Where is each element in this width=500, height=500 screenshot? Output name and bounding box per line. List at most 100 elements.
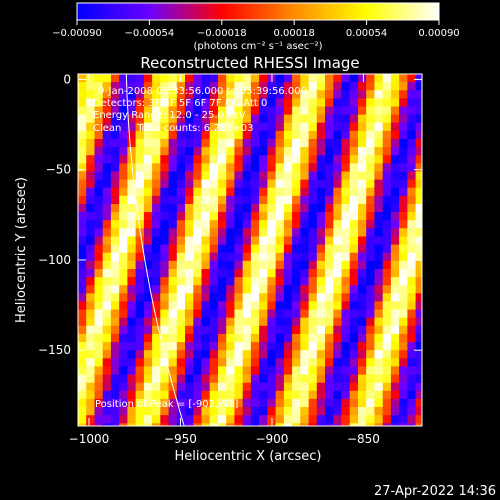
- heatmap-cell: [283, 269, 293, 278]
- heatmap-cell: [382, 350, 392, 359]
- heatmap-cell: [399, 74, 408, 83]
- heatmap-cell: [119, 228, 128, 237]
- heatmap-cell: [94, 90, 104, 99]
- heatmap-cell: [366, 342, 375, 351]
- heatmap-cell: [382, 163, 392, 173]
- heatmap-cell: [127, 325, 137, 335]
- heatmap-cell: [185, 390, 194, 400]
- heatmap-cell: [275, 122, 285, 132]
- heatmap-cell: [201, 252, 211, 262]
- heatmap-cell: [250, 415, 260, 424]
- heatmap-cell: [399, 204, 408, 213]
- heatmap-cell: [160, 277, 170, 286]
- heatmap-cell: [152, 244, 161, 254]
- heatmap-cell: [209, 358, 219, 367]
- heatmap-cell: [102, 122, 112, 132]
- heatmap-cell: [168, 98, 178, 108]
- colorbar-tick-label: −0.00054: [125, 28, 175, 39]
- heatmap-cell: [267, 187, 277, 197]
- heatmap-cell: [333, 236, 343, 246]
- heatmap-cell: [358, 82, 367, 91]
- heatmap-cell: [168, 82, 178, 91]
- heatmap-cell: [127, 407, 137, 416]
- heatmap-cell: [275, 244, 285, 254]
- heatmap-cell: [193, 90, 203, 99]
- heatmap-cell: [110, 277, 120, 286]
- heatmap-cell: [341, 187, 351, 197]
- heatmap-cell: [259, 325, 268, 335]
- heatmap-cell: [316, 220, 326, 229]
- heatmap-cell: [218, 407, 227, 416]
- heatmap-cell: [275, 285, 285, 294]
- heatmap-cell: [86, 382, 95, 392]
- heatmap-cell: [185, 228, 194, 237]
- heatmap-cell: [218, 252, 227, 262]
- heatmap-cell: [102, 106, 112, 116]
- heatmap-cell: [160, 220, 170, 229]
- heatmap-cell: [135, 74, 145, 83]
- heatmap-cell: [250, 98, 260, 108]
- heatmap-cell: [358, 244, 367, 254]
- heatmap-cell: [242, 220, 252, 229]
- heatmap-cell: [110, 179, 120, 189]
- heatmap-cell: [366, 333, 375, 343]
- heatmap-cell: [78, 171, 87, 181]
- heatmap-cell: [242, 382, 252, 392]
- heatmap-cell: [333, 220, 343, 229]
- heatmap-cell: [119, 382, 128, 392]
- heatmap-cell: [374, 423, 384, 426]
- heatmap-cell: [168, 106, 178, 116]
- heatmap-cell: [143, 163, 153, 173]
- heatmap-cell: [316, 277, 326, 286]
- heatmap-cell: [415, 114, 422, 124]
- heatmap-cell: [86, 147, 95, 156]
- heatmap-cell: [399, 98, 408, 108]
- heatmap-cell: [349, 82, 359, 91]
- heatmap-cell: [267, 204, 277, 213]
- x-tick-label: −1000: [69, 432, 110, 446]
- heatmap-cell: [399, 171, 408, 181]
- heatmap-cell: [152, 114, 161, 124]
- heatmap-cell: [78, 155, 87, 164]
- heatmap-cell: [292, 236, 301, 246]
- heatmap-cell: [333, 382, 343, 392]
- heatmap-cell: [176, 382, 186, 392]
- heatmap-cell: [193, 106, 203, 116]
- heatmap-cell: [242, 98, 252, 108]
- heatmap-cell: [242, 204, 252, 213]
- heatmap-cell: [176, 212, 186, 221]
- heatmap-cell: [226, 171, 235, 181]
- heatmap-cell: [316, 236, 326, 246]
- heatmap-cell: [226, 179, 235, 189]
- heatmap-cell: [242, 212, 252, 221]
- heatmap-cell: [374, 366, 384, 376]
- heatmap-cell: [94, 366, 104, 376]
- y-tick-label: −150: [38, 343, 71, 357]
- heatmap-cell: [250, 163, 260, 173]
- heatmap-cell: [119, 350, 128, 359]
- heatmap-cell: [160, 301, 170, 311]
- heatmap-cell: [242, 90, 252, 99]
- heatmap-cell: [160, 106, 170, 116]
- heatmap-cell: [94, 187, 104, 197]
- heatmap-cell: [234, 130, 244, 140]
- heatmap-cell: [234, 187, 244, 197]
- heatmap-cell: [292, 374, 301, 384]
- heatmap-cell: [267, 147, 277, 156]
- heatmap-cell: [308, 350, 318, 359]
- heatmap-cell: [267, 260, 277, 270]
- heatmap-cell: [292, 179, 301, 189]
- heatmap-cell: [209, 228, 219, 237]
- heatmap-cell: [275, 82, 285, 91]
- heatmap-cell: [78, 244, 87, 254]
- heatmap-cell: [283, 415, 293, 424]
- heatmap-cell: [201, 187, 211, 197]
- heatmap-cell: [292, 269, 301, 278]
- heatmap-cell: [300, 187, 310, 197]
- heatmap-cell: [102, 228, 112, 237]
- heatmap-cell: [382, 415, 392, 424]
- heatmap-cell: [119, 82, 128, 91]
- heatmap-cell: [160, 114, 170, 124]
- heatmap-cell: [275, 317, 285, 327]
